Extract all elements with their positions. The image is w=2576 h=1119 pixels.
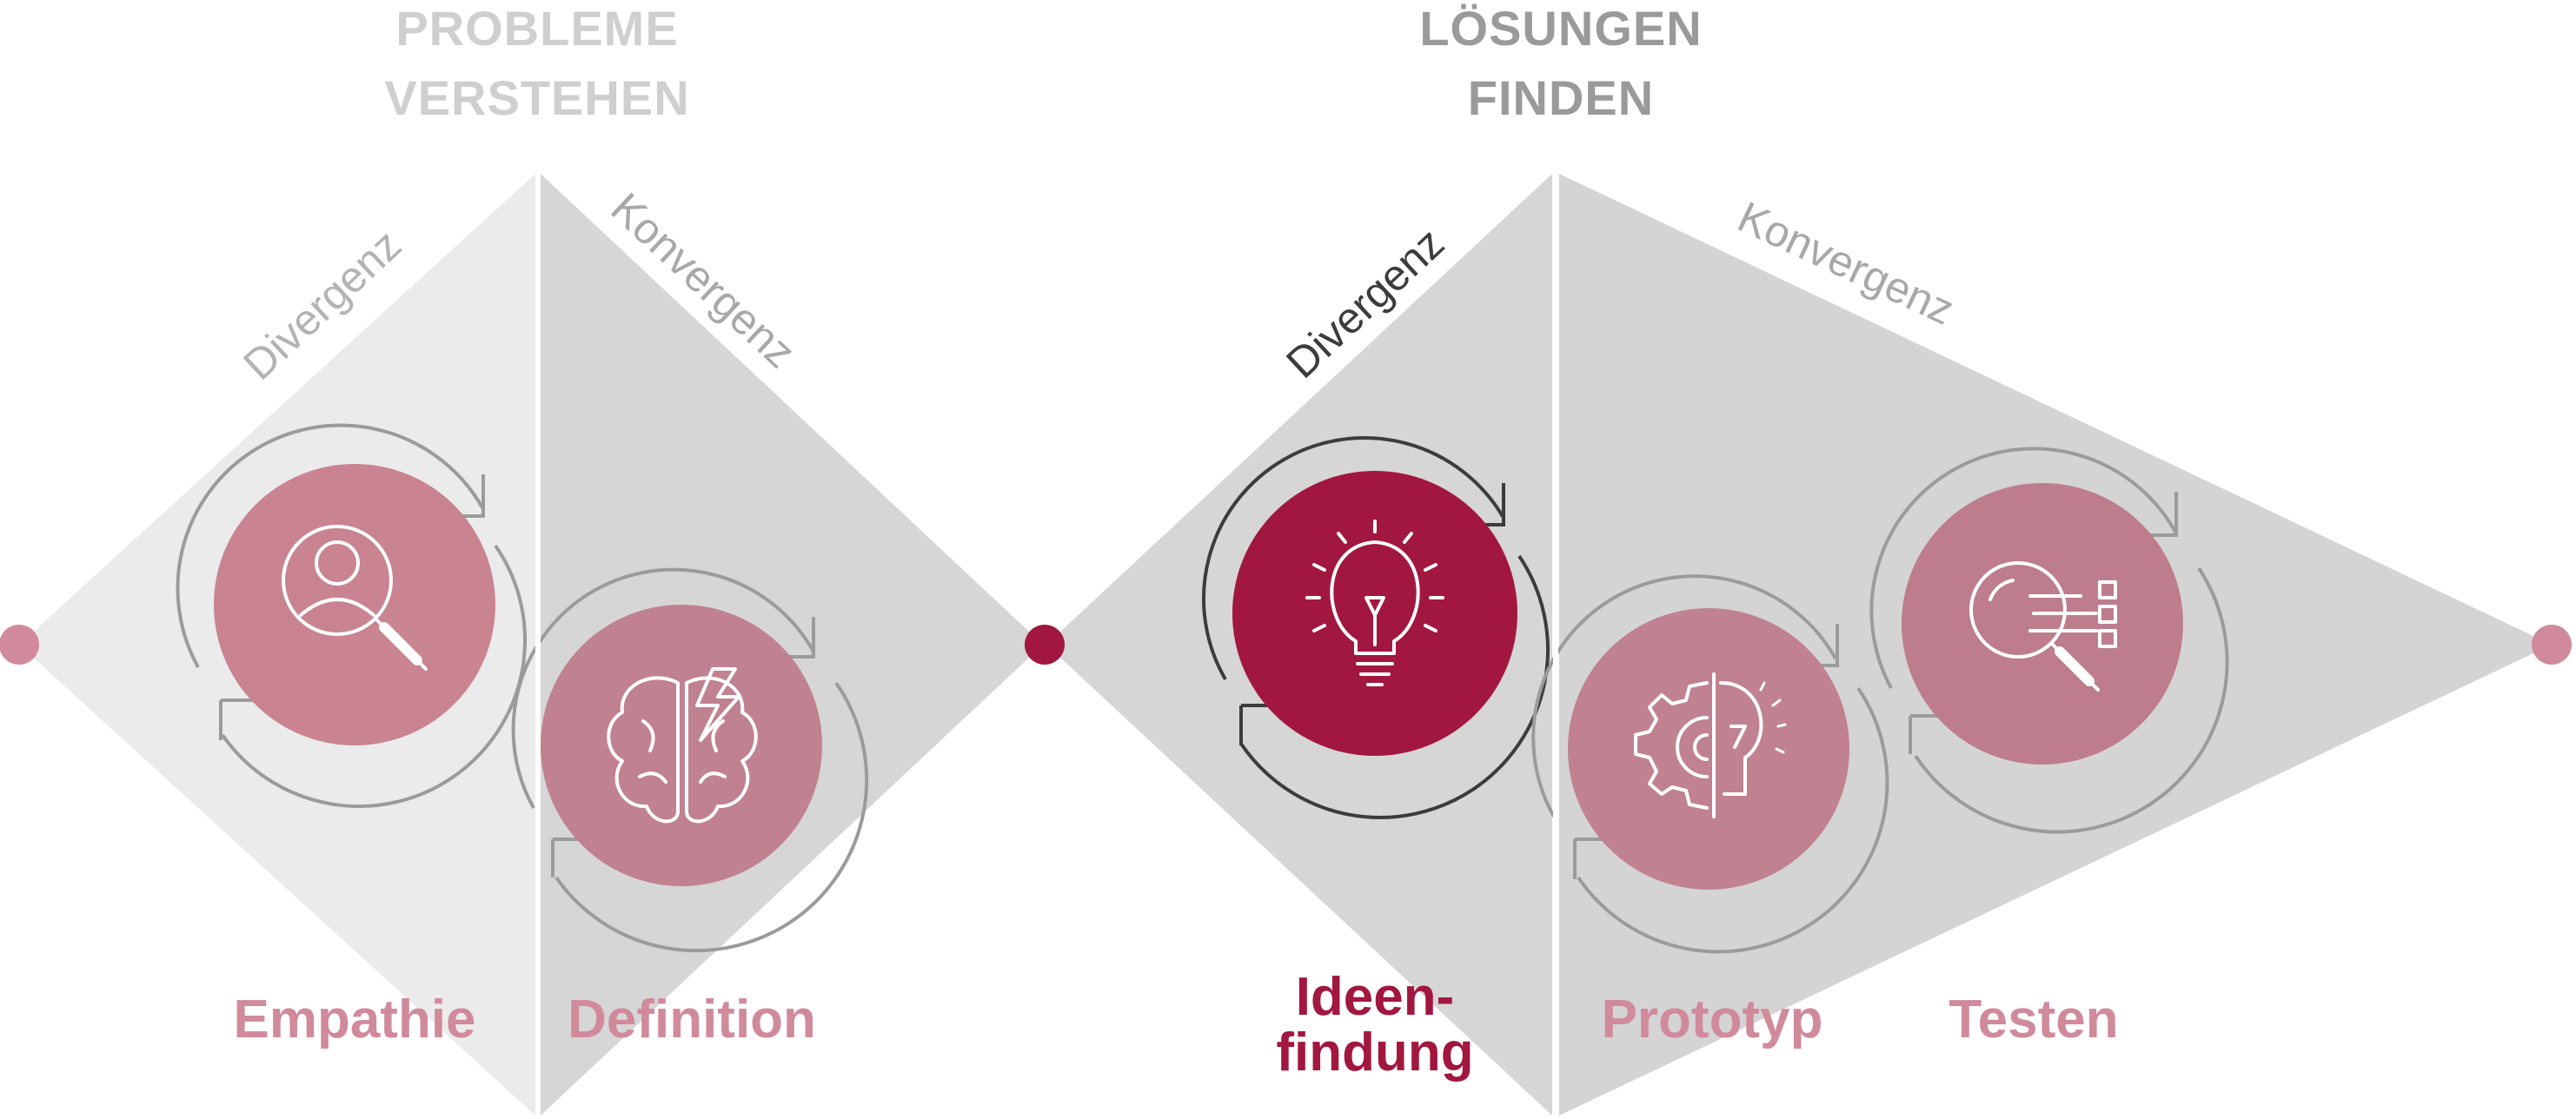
phase-1-title-line1: PROBLEME: [395, 1, 678, 56]
cycle-arrow-top: [511, 567, 815, 809]
definition-circle: [541, 605, 822, 886]
start-point-dot: [0, 625, 39, 665]
step-testen: Testen: [1869, 447, 2229, 1049]
step-empathie: Empathie: [176, 423, 528, 1049]
magnifier-person-icon: [282, 525, 428, 671]
ideenfindung-label-line2: findung: [1276, 1023, 1473, 1083]
gear-bulb-icon: [1634, 672, 1787, 818]
end-point-dot: [2532, 625, 2572, 665]
lightbulb-icon: [1305, 520, 1444, 686]
phase-1-title-line2: VERSTEHEN: [384, 70, 689, 125]
cycle-arrow-top: [1531, 574, 1837, 818]
middle-point-dot: [1025, 625, 1065, 665]
step-prototyp: Prototyp: [1531, 574, 1889, 1049]
step-ideenfindung: Ideen- findung: [1201, 435, 1550, 1083]
cycle-arrow-bottom: [221, 544, 528, 809]
phase-2-title-line1: LÖSUNGEN: [1419, 1, 1702, 56]
magnifier-checklist-icon: [1969, 561, 2117, 692]
prototyp-label: Prototyp: [1602, 990, 1823, 1049]
testen-label: Testen: [1949, 990, 2118, 1049]
cycle-arrow-top: [176, 423, 485, 668]
testen-circle: [1902, 483, 2183, 765]
cycle-arrow-bottom: [554, 681, 869, 953]
cycle-arrow-bottom: [1914, 566, 2229, 834]
empathie-label: Empathie: [233, 990, 475, 1049]
cycle-arrow-bottom: [1577, 686, 1889, 954]
cycle-arrow-top: [1201, 435, 1505, 681]
cycle-arrow-top: [1869, 447, 2178, 689]
cycle-arrow-bottom: [1239, 554, 1550, 819]
step-definition: Definition: [511, 567, 869, 1049]
brain-lightning-icon: [607, 667, 758, 824]
prototyp-circle: [1568, 608, 1849, 890]
definition-label: Definition: [568, 990, 816, 1049]
ideenfindung-label-line1: Ideen-: [1296, 967, 1455, 1027]
phase-2-title-line2: FINDEN: [1468, 70, 1654, 125]
